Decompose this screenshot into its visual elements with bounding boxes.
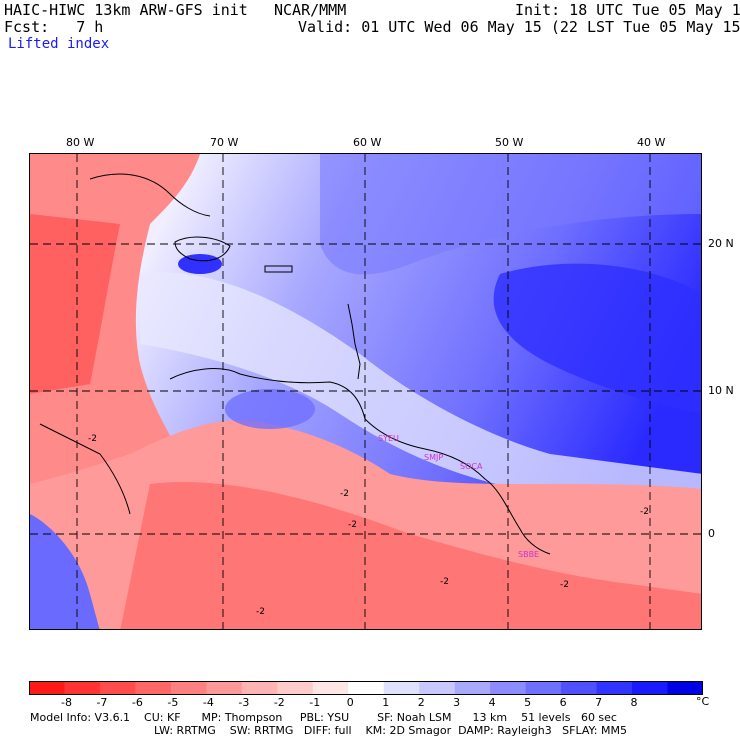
colorbar-ticks: -8 -7 -6 -5 -4 -3 -2 -1 0 1 2 3 4 5 6 7 8 <box>29 696 703 710</box>
colorbar <box>29 680 704 699</box>
colorbar-swatch <box>632 681 669 695</box>
contour-label: -2 <box>348 520 357 530</box>
colorbar-tick-label: 1 <box>382 696 390 709</box>
coast-south-america <box>169 368 551 555</box>
coast-cuba <box>89 173 211 217</box>
contour-label: -2 <box>640 507 649 517</box>
colorbar-swatch <box>99 681 136 695</box>
lon-label-50w: 50 W <box>495 136 524 149</box>
lat-label-20n: 20 N <box>708 237 734 250</box>
colorbar-tick-label: 0 <box>346 696 354 709</box>
colorbar-tick-label: -5 <box>167 696 179 709</box>
colorbar-tick-label: -8 <box>60 696 72 709</box>
org-label: NCAR/MMM <box>274 1 347 19</box>
field-mid-blue <box>320 154 701 275</box>
colorbar-swatch <box>312 681 349 695</box>
colorbar-swatch <box>241 681 278 695</box>
lon-label-60w: 60 W <box>353 136 382 149</box>
colorbar-outline <box>29 681 703 695</box>
station-smjp: SMJP <box>424 453 443 462</box>
colorbar-swatch <box>29 681 65 695</box>
colorbar-swatch <box>170 681 207 695</box>
field-light-band <box>140 272 701 504</box>
colorbar-swatch <box>596 681 633 695</box>
colorbar-swatch <box>525 681 562 695</box>
field-deep-blue <box>493 263 701 414</box>
model-title: HAIC-HIWC 13km ARW-GFS init <box>4 1 248 19</box>
colorbar-tick-label: 8 <box>630 696 638 709</box>
contour-label: -2 <box>256 607 265 617</box>
colorbar-swatch <box>419 681 456 695</box>
lifted-index-map: -2 -2 -2 -2 -2 -2 -2 SYEU SMJP SOCA SBBE <box>29 153 702 630</box>
field-hispaniola-blue <box>178 254 222 274</box>
station-sbbe: SBBE <box>518 550 539 559</box>
field-venezuela-blue <box>225 389 315 429</box>
field-red-south-core <box>120 482 701 629</box>
valid-time: Valid: 01 UTC Wed 06 May 15 (22 LST Tue … <box>298 18 740 36</box>
coast-lesser-antilles <box>347 303 361 380</box>
model-info-line1: Model Info: V3.6.1 CU: KF MP: Thompson P… <box>30 711 617 724</box>
colorbar-tick-label: 7 <box>595 696 603 709</box>
colorbar-swatch <box>206 681 243 695</box>
lon-label-40w: 40 W <box>637 136 666 149</box>
colorbar-tick-label: 5 <box>524 696 532 709</box>
colorbar-tick-label: -1 <box>309 696 321 709</box>
station-syeu: SYEU <box>378 434 399 443</box>
colorbar-swatch <box>64 681 101 695</box>
coast-central-america <box>39 423 131 515</box>
colorbar-swatch <box>135 681 172 695</box>
colorbar-swatch <box>490 681 527 695</box>
field-name: Lifted index <box>8 36 110 52</box>
field-pacific-blue <box>30 514 100 629</box>
model-info-line2: LW: RRTMG SW: RRTMG DIFF: full KM: 2D Sm… <box>154 724 627 737</box>
colorbar-swatch <box>454 681 491 695</box>
colorbar-swatch <box>667 681 704 695</box>
colorbar-swatch <box>561 681 598 695</box>
contour-label: -2 <box>340 489 349 499</box>
field-red-west-core <box>30 214 120 394</box>
colorbar-tick-label: -3 <box>238 696 250 709</box>
colorbar-tick-label: 3 <box>453 696 461 709</box>
coast-puerto-rico <box>264 265 293 273</box>
lon-label-70w: 70 W <box>210 136 239 149</box>
coast-hispaniola <box>174 236 231 262</box>
contour-label: -2 <box>88 434 97 444</box>
lon-label-80w: 80 W <box>66 136 95 149</box>
colorbar-tick-label: -7 <box>96 696 108 709</box>
colorbar-tick-label: -2 <box>273 696 285 709</box>
colorbar-tick-label: 2 <box>417 696 425 709</box>
colorbar-unit: °C <box>696 695 710 708</box>
contour-label: -2 <box>440 577 449 587</box>
colorbar-tick-label: 4 <box>488 696 496 709</box>
lat-label-10n: 10 N <box>708 384 734 397</box>
colorbar-tick-label: 6 <box>559 696 567 709</box>
colorbar-swatch <box>383 681 420 695</box>
forecast-hour: Fcst: 7 h <box>4 18 104 36</box>
lat-label-0: 0 <box>708 527 715 540</box>
colorbar-swatch <box>348 681 385 695</box>
colorbar-swatch <box>277 681 314 695</box>
colorbar-tick-label: -4 <box>202 696 214 709</box>
contour-label: -2 <box>560 580 569 590</box>
station-soca: SOCA <box>460 462 483 471</box>
init-time: Init: 18 UTC Tue 05 May 15 <box>515 1 740 19</box>
colorbar-tick-label: -6 <box>131 696 143 709</box>
